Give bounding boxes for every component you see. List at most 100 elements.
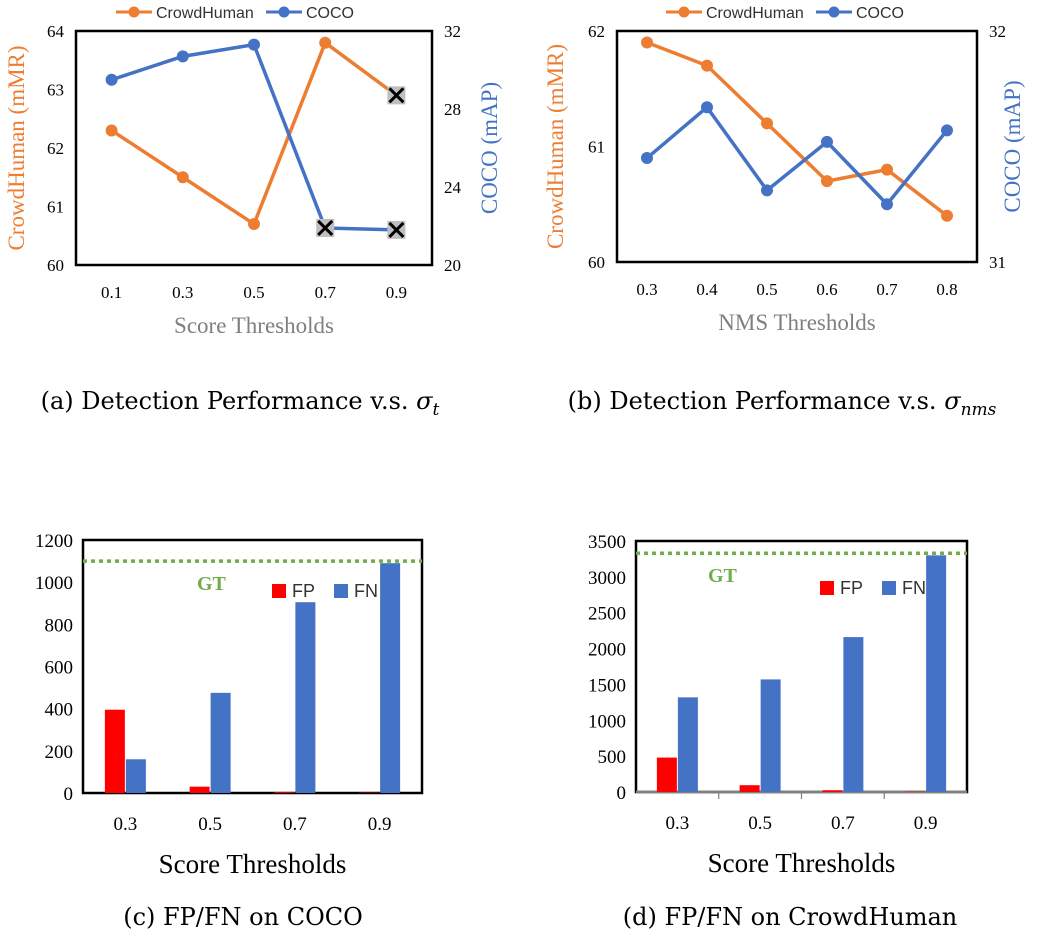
chart-b-ytick-right: 31 [989, 253, 1006, 272]
chart-b-legend-marker-crowdhuman [678, 6, 690, 18]
chart-b-ytick-left: 61 [588, 138, 605, 157]
chart-a-ytick-right: 24 [444, 178, 462, 197]
chart-a-xtick: 0.9 [386, 283, 407, 302]
chart-d-ytick: 1000 [588, 711, 626, 732]
chart-d-bar-fn [760, 679, 781, 792]
chart-d-ytick: 500 [598, 747, 627, 768]
chart-d-bar-fp [822, 790, 843, 792]
chart-c-xlabel: Score Thresholds [159, 849, 347, 879]
chart-b-legend-label-coco: COCO [856, 5, 904, 22]
chart-a-caption-symbol: σ [416, 387, 433, 415]
chart-c-bar-fn [125, 759, 146, 793]
chart-d-legend-swatch-fp [820, 581, 834, 595]
chart-c-legend-swatch-fn [334, 584, 348, 598]
chart-c-xtick: 0.3 [114, 814, 138, 835]
chart-a-point-crowdhuman [105, 124, 118, 137]
chart-c-fp-fn-coco: 0 200 400 600 800 1000 1200 0.3 0.5 0.7 0.9 GT FP FN S… [35, 531, 424, 931]
chart-d-xtick: 0.7 [831, 813, 855, 834]
chart-d-ytick: 1500 [588, 675, 626, 696]
chart-a-legend-label-crowdhuman: CrowdHuman [156, 5, 254, 22]
chart-b-point-coco [821, 135, 833, 148]
chart-b-point-coco [941, 124, 953, 137]
chart-a-point-crowdhuman [248, 218, 260, 231]
chart-a-caption-subscript: t [433, 400, 440, 420]
chart-d-xtick: 0.9 [914, 813, 938, 834]
chart-a-ytick-left: 60 [47, 256, 64, 275]
chart-b-point-coco [881, 198, 893, 211]
chart-d-bar-fn [843, 637, 864, 792]
chart-b-xtick: 0.6 [816, 280, 837, 299]
chart-d-bar-fp [739, 785, 760, 792]
chart-c-xtick: 0.5 [198, 814, 222, 835]
chart-b-xtick: 0.4 [696, 280, 718, 299]
chart-a-score-thresholds: 60 61 62 63 64 20 24 28 32 0.1 0.3 0.5 0.7 0.9 Score T… [4, 5, 502, 420]
chart-b-ylabel-left: CrowdHuman (mMR) [543, 44, 568, 249]
chart-a-xtick: 0.1 [101, 283, 122, 302]
chart-b-point-crowdhuman [941, 209, 953, 222]
chart-a-ytick-right: 20 [444, 256, 461, 275]
chart-b-point-coco [701, 101, 713, 114]
chart-a-point-crowdhuman [176, 171, 189, 184]
chart-a-series-line-crowdhuman [110, 40, 398, 226]
chart-a-legend-marker-crowdhuman [128, 6, 140, 18]
chart-c-bar-fn [210, 692, 231, 793]
chart-b-caption-subscript: nms [961, 400, 997, 420]
chart-c-bar-fn [295, 602, 316, 793]
chart-d-legend-label-fn: FN [902, 578, 926, 598]
chart-d-fp-fn-crowdhuman: 0 500 1000 1500 2000 2500 3000 3500 0.3 0.5 0.7 0.9… [588, 532, 969, 931]
chart-a-legend-label-coco: COCO [306, 5, 354, 22]
chart-a-point-cross-coco [388, 221, 405, 238]
chart-d-ytick: 2500 [588, 604, 626, 625]
chart-a-point-coco [176, 50, 189, 63]
chart-a-xtick: 0.7 [315, 283, 337, 302]
chart-b-caption-text: (b) Detection Performance v.s. [568, 387, 945, 415]
chart-b-caption-symbol: σ [944, 387, 961, 415]
chart-b-legend-marker-coco [828, 6, 840, 18]
chart-c-xtick: 0.7 [283, 814, 307, 835]
chart-a-legend-marker-coco [278, 6, 290, 18]
chart-c-ytick: 1000 [35, 573, 73, 594]
chart-a-ytick-left: 62 [47, 139, 64, 158]
chart-a-xtick: 0.5 [243, 283, 264, 302]
chart-c-bar-fp [189, 786, 210, 793]
chart-d-gt-label: GT [708, 565, 738, 587]
chart-a-series-line-coco [111, 42, 397, 232]
chart-d-ytick: 3500 [588, 532, 626, 553]
chart-c-ytick: 0 [64, 784, 74, 805]
chart-a-ytick-left: 63 [47, 81, 64, 100]
chart-b-point-crowdhuman [761, 117, 773, 130]
chart-a-caption-text: (a) Detection Performance v.s. [41, 387, 417, 415]
chart-d-ytick: 2000 [588, 640, 626, 661]
chart-b-ylabel-right: COCO (mAP) [1000, 80, 1025, 212]
chart-d-xtick: 0.5 [748, 813, 772, 834]
chart-d-caption-text: (d) FP/FN on CrowdHuman [623, 903, 958, 931]
chart-c-ytick: 200 [45, 742, 74, 763]
chart-c-xtick: 0.9 [368, 814, 392, 835]
chart-a-xtick: 0.3 [172, 283, 193, 302]
chart-b-xtick: 0.8 [936, 280, 957, 299]
chart-b-point-crowdhuman [641, 36, 653, 49]
chart-c-ytick: 800 [45, 615, 74, 636]
chart-c-ytick: 400 [45, 700, 74, 721]
chart-d-legend-label-fp: FP [840, 578, 863, 598]
chart-a-ylabel-left: CrowdHuman (mMR) [4, 45, 29, 250]
chart-a-caption: (a) Detection Performance v.s. σt [41, 387, 440, 420]
chart-d-xlabel: Score Thresholds [708, 848, 896, 878]
chart-d-caption: (d) FP/FN on CrowdHuman [623, 903, 958, 931]
chart-b-xtick: 0.7 [876, 280, 898, 299]
chart-b-legend-label-crowdhuman: CrowdHuman [706, 5, 804, 22]
chart-b-plot-frame [615, 29, 979, 264]
chart-c-ytick: 1200 [35, 531, 73, 552]
chart-d-ytick: 0 [617, 783, 627, 804]
chart-a-ytick-right: 32 [444, 22, 461, 41]
chart-b-series-line-crowdhuman [646, 40, 949, 218]
chart-a-point-cross-coco [317, 219, 334, 237]
chart-c-legend-label-fp: FP [292, 581, 315, 601]
chart-b-ytick-left: 62 [588, 22, 605, 41]
chart-b-point-coco [761, 184, 773, 197]
chart-c-legend-swatch-fp [272, 584, 286, 598]
chart-c-caption-text: (c) FP/FN on COCO [123, 903, 363, 931]
chart-b-ytick-left: 60 [588, 253, 605, 272]
chart-d-ytick: 3000 [588, 568, 626, 589]
